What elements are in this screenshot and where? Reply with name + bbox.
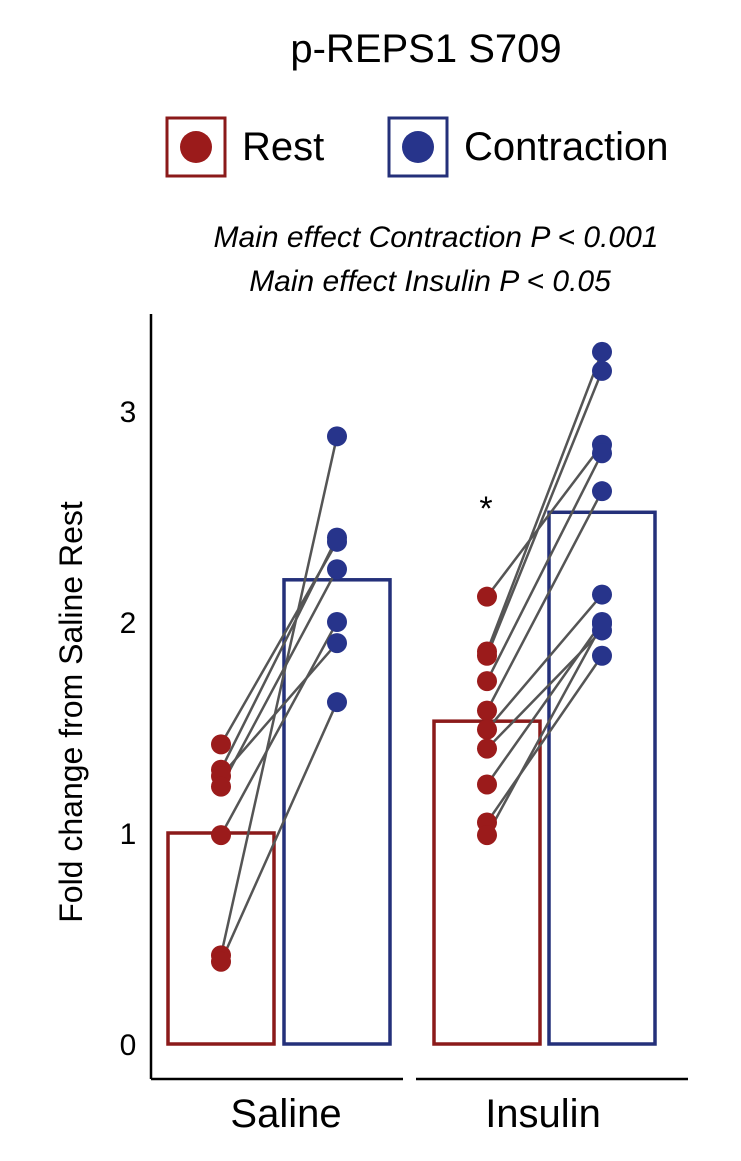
pair-line-insulin-7 — [485, 621, 604, 786]
point-saline-rest-6 — [211, 951, 231, 972]
point-insulin-contraction-9 — [592, 614, 612, 635]
point-insulin-rest-7 — [477, 774, 497, 795]
point-saline-rest-4 — [211, 825, 231, 846]
point-insulin-contraction-4 — [592, 481, 612, 502]
bar-saline-contraction — [282, 578, 392, 1046]
point-insulin-contraction-5 — [592, 584, 612, 605]
point-saline-contraction-5 — [327, 426, 347, 447]
point-insulin-rest-0 — [477, 586, 497, 607]
pair-line-insulin-8 — [485, 655, 604, 824]
annotation-contraction: Main effect Contraction P < 0.001 — [214, 221, 659, 254]
bars — [166, 510, 657, 1046]
pair-line-saline-4 — [219, 621, 339, 836]
pair-line-insulin-3 — [485, 452, 604, 682]
y-axis-label: Fold change from Saline Rest — [53, 501, 89, 923]
x-tick-saline: Saline — [230, 1092, 341, 1136]
y-tick-1: 1 — [120, 818, 137, 851]
chart-title: p-REPS1 S709 — [290, 27, 561, 71]
point-insulin-rest-6 — [477, 738, 497, 759]
point-saline-contraction-3 — [327, 559, 347, 580]
legend-box-contraction — [387, 116, 449, 178]
y-tick-2: 2 — [120, 607, 137, 640]
bar-saline-rest — [166, 831, 276, 1046]
pair-line-saline-6 — [219, 701, 339, 963]
point-saline-contraction-2 — [327, 633, 347, 654]
pair-line-saline-3 — [219, 568, 339, 788]
point-insulin-rest-3 — [477, 671, 497, 692]
point-insulin-rest-9 — [477, 825, 497, 846]
bar-insulin-contraction — [547, 510, 657, 1046]
point-insulin-contraction-8 — [592, 645, 612, 666]
point-insulin-rest-5 — [477, 719, 497, 740]
x-tick-insulin: Insulin — [485, 1092, 601, 1136]
y-ticks: 0 1 2 3 — [120, 396, 137, 1062]
legend-marker-rest — [180, 131, 212, 163]
pair-line-insulin-0 — [486, 444, 603, 598]
point-insulin-rest-2 — [477, 645, 497, 666]
point-insulin-contraction-1 — [592, 341, 612, 362]
pair-line-saline-5 — [219, 436, 339, 956]
point-saline-rest-3 — [211, 776, 231, 797]
legend: Rest Contraction — [165, 116, 669, 178]
pair-line-insulin-2 — [485, 370, 604, 657]
pair-lines — [219, 351, 604, 963]
pair-line-insulin-1 — [485, 351, 604, 652]
point-saline-contraction-4 — [327, 612, 347, 632]
y-tick-3: 3 — [120, 396, 137, 429]
pair-line-insulin-4 — [485, 490, 604, 712]
point-insulin-contraction-3 — [592, 443, 612, 464]
pair-line-saline-2 — [220, 642, 338, 777]
annotation-insulin: Main effect Insulin P < 0.05 — [249, 265, 611, 298]
point-saline-contraction-6 — [327, 692, 347, 713]
data-points — [211, 341, 612, 972]
point-saline-contraction-1 — [327, 527, 347, 548]
legend-box-rest — [165, 116, 227, 178]
pair-line-insulin-5 — [486, 593, 603, 731]
point-insulin-contraction-2 — [592, 360, 612, 381]
point-saline-rest-0 — [211, 734, 231, 755]
y-tick-0: 0 — [120, 1029, 137, 1062]
significance-star: * — [479, 490, 492, 528]
legend-marker-contraction — [402, 131, 434, 163]
pair-line-saline-1 — [219, 537, 339, 771]
point-insulin-rest-4 — [477, 700, 497, 721]
legend-label-rest: Rest — [242, 125, 324, 169]
legend-label-contraction: Contraction — [464, 125, 669, 169]
pair-line-insulin-9 — [485, 623, 604, 836]
